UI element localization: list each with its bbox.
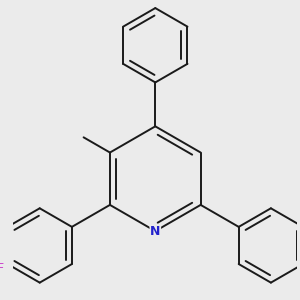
Text: F: F (0, 262, 4, 275)
Text: N: N (150, 225, 160, 238)
